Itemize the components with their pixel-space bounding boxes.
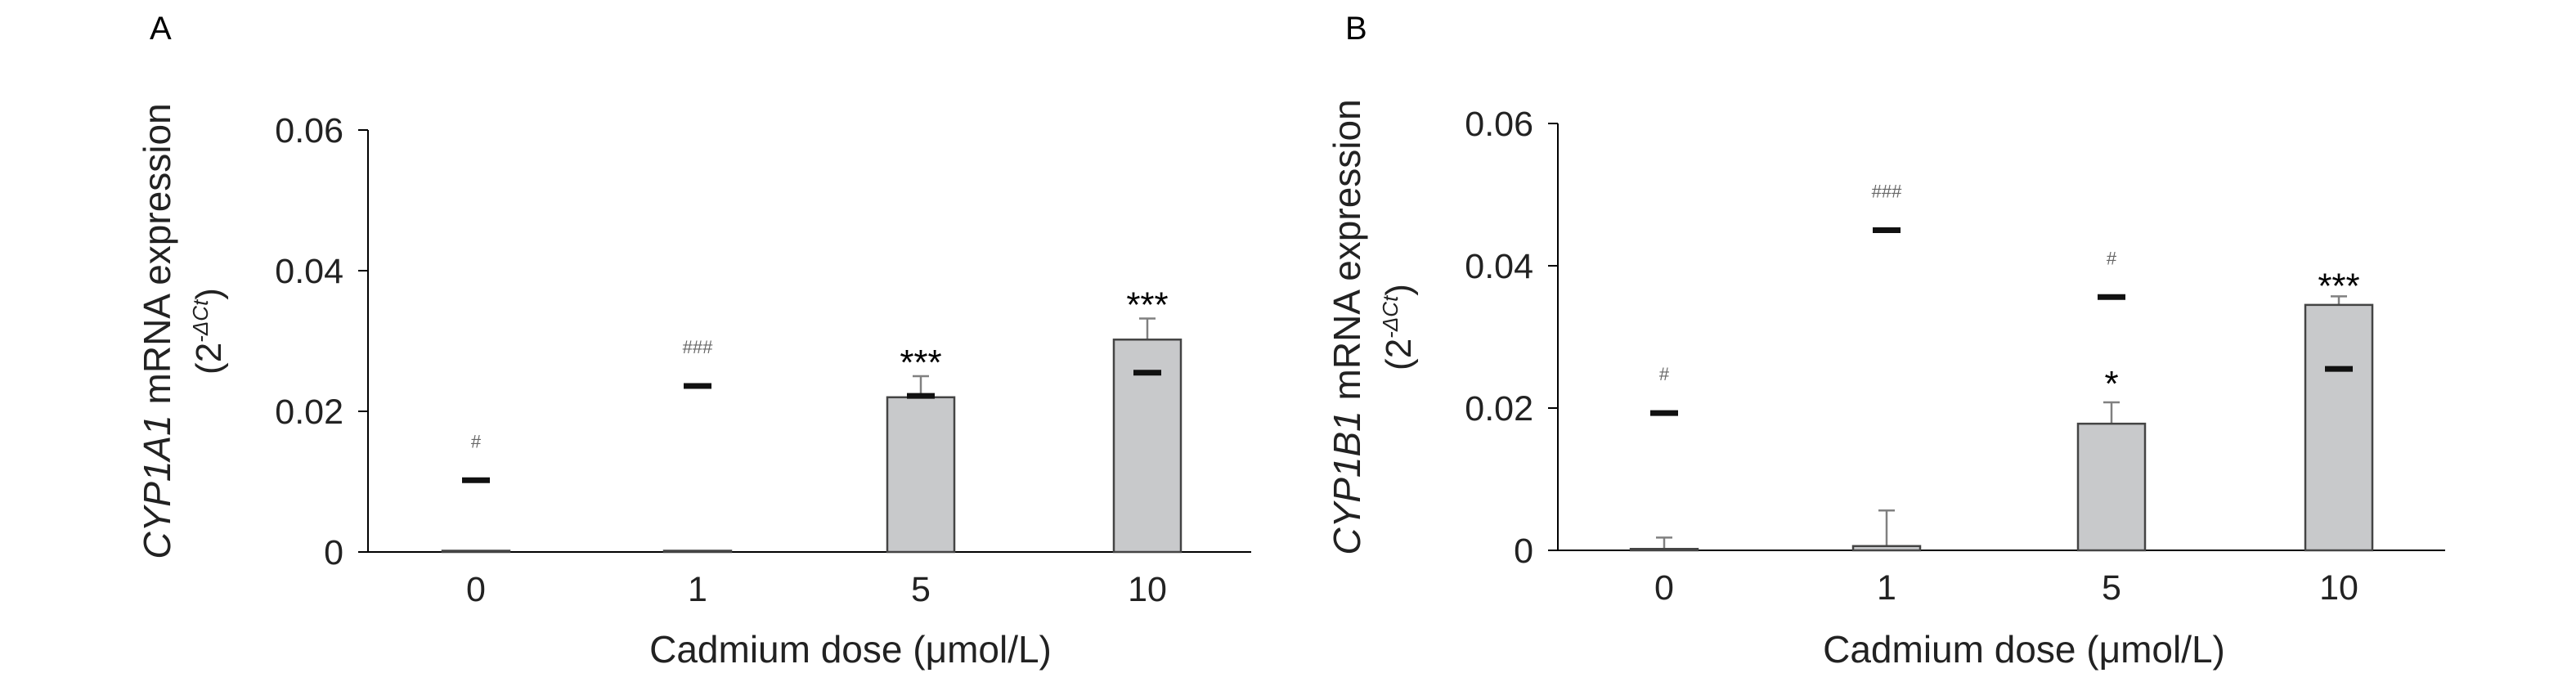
panel-a-bar-0	[441, 550, 511, 554]
panel-b-xtick-label-2: 5	[2102, 568, 2121, 608]
panel-a-unit-sup: -ΔCt	[188, 298, 213, 343]
panel-b-bar-2	[2076, 422, 2147, 552]
panel-b-xlabel: Cadmium dose (μmol/L)	[1823, 628, 2225, 671]
chart-marks: 00.020.040.060 1 5 10#### ******00.020.040.0…	[275, 105, 2445, 609]
panel-b-ylabel: CYP1B1 mRNA expression	[1326, 99, 1368, 554]
panel-a-bar-1	[662, 550, 733, 554]
panel-a-annotation-0: #	[471, 431, 482, 451]
panel-a-ylabel-gene: CYP1A1	[136, 415, 178, 559]
panel-b-xtick-label-0: 0	[1654, 568, 1674, 608]
panel-b-bar-1	[1851, 545, 1922, 552]
panel-a-xtick-label-2: 5	[911, 570, 931, 609]
panel-b-annotation-lower-2: *	[2104, 364, 2118, 404]
panel-b-ylabel-rest: mRNA expression	[1326, 99, 1368, 411]
panel-a-label: A	[150, 11, 172, 47]
panel-a-annotation-2: ***	[900, 343, 941, 383]
panel-b-unit-close: )	[1379, 284, 1419, 296]
panel-a-ylabel-rest: mRNA expression	[136, 103, 178, 415]
panel-a-ytick-label-3: 0.06	[275, 111, 343, 150]
panel-a-ylabel: CYP1A1 mRNA expression	[136, 103, 178, 559]
panel-a-ylabel-unit: (2-ΔCt)	[188, 288, 229, 375]
panel-b-annotation-upper-1: ###	[1872, 182, 1902, 202]
panel-b-ylabel-gene: CYP1B1	[1326, 411, 1368, 554]
panel-a-xtick-label-0: 0	[466, 570, 486, 609]
panel-a-unit-base: (2	[189, 343, 229, 375]
panel-a-annotation-1: ###	[683, 337, 713, 357]
panel-b-ytick-label-1: 0.02	[1465, 389, 1533, 428]
panel-b-xtick-label-3: 10	[2319, 568, 2358, 608]
panel-b-ytick-label-2: 0.04	[1465, 247, 1533, 286]
panel-b-annotation-upper-2: #	[2107, 248, 2117, 268]
panel-a-bar-2	[886, 396, 956, 554]
panel-a-ytick-label-2: 0.04	[275, 252, 343, 291]
panel-a-xlabel: Cadmium dose (μmol/L)	[649, 628, 1052, 671]
panel-b-bar-0	[1629, 548, 1699, 552]
panel-a-xtick-label-3: 10	[1128, 570, 1167, 609]
panel-a-unit-close: )	[189, 288, 229, 300]
panel-b-label: B	[1345, 11, 1367, 47]
panel-b-unit-sup: -ΔCt	[1378, 294, 1402, 339]
panel-b-annotation-upper-0: #	[1659, 364, 1670, 384]
panel-b-ytick-label-0: 0	[1514, 532, 1533, 571]
panel-a-annotation-3: ***	[1126, 285, 1168, 325]
panel-b-unit-base: (2	[1379, 339, 1419, 370]
panel-b-ytick-label-3: 0.06	[1465, 105, 1533, 144]
panel-b-annotation-upper-3: ***	[2318, 266, 2359, 306]
panel-b-xtick-label-1: 1	[1877, 568, 1896, 608]
panel-a-ytick-label-0: 0	[324, 533, 343, 572]
panel-a-ytick-label-1: 0.02	[275, 393, 343, 432]
panel-b-bar-3	[2304, 303, 2374, 552]
panel-a-xtick-label-1: 1	[688, 570, 707, 609]
panel-b-ylabel-unit: (2-ΔCt)	[1378, 284, 1419, 370]
